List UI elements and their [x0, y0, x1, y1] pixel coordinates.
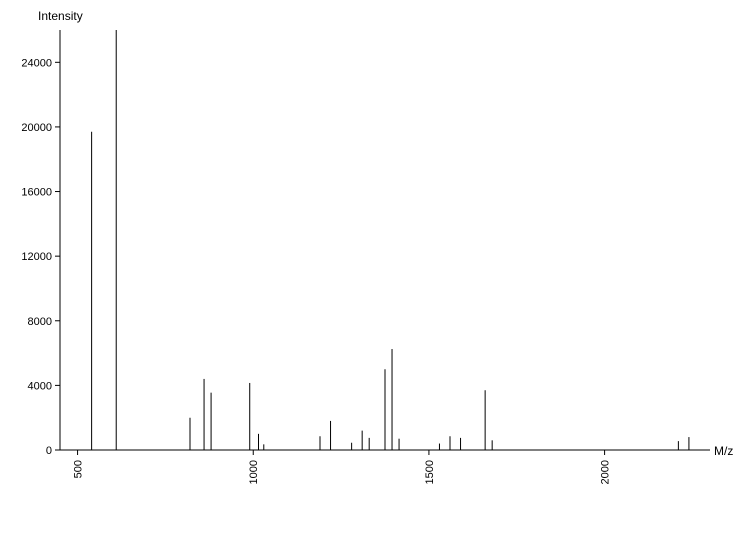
x-axis-label: M/z — [714, 444, 733, 458]
y-tick-label: 0 — [46, 445, 52, 457]
x-tick-label: 2000 — [600, 460, 612, 484]
y-tick-label: 12000 — [21, 251, 52, 263]
y-tick-label: 24000 — [21, 57, 52, 69]
y-axis-label: Intensity — [38, 9, 83, 23]
y-tick-label: 16000 — [21, 187, 52, 199]
x-tick-label: 1500 — [424, 460, 436, 484]
y-tick-label: 4000 — [28, 380, 52, 392]
spectrum-chart: 0 4000 8000 12000 16000 20000 24000 500 1000 1500… — [0, 0, 750, 540]
x-tick-label: 1000 — [248, 460, 260, 484]
y-tick-label: 8000 — [28, 316, 52, 328]
x-tick-label: 500 — [73, 460, 85, 478]
y-tick-label: 20000 — [21, 122, 52, 134]
